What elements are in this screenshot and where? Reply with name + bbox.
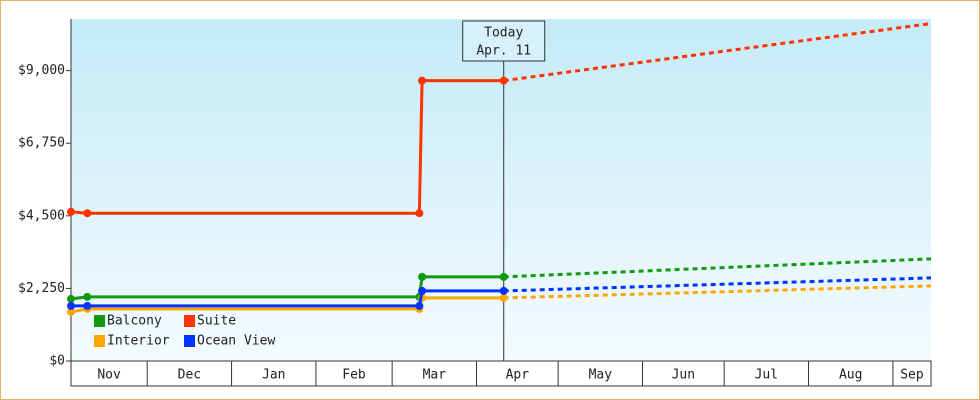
point bbox=[67, 301, 75, 310]
y-tick-label: $0 bbox=[49, 354, 65, 369]
x-tick-label: Jul bbox=[755, 368, 778, 383]
y-tick-label: $4,500 bbox=[18, 208, 65, 223]
x-tick-label: Apr bbox=[506, 368, 530, 383]
x-tick-label: Feb bbox=[342, 368, 366, 383]
point bbox=[83, 292, 92, 301]
x-tick-label: Sep bbox=[900, 368, 924, 383]
legend-label: Ocean View bbox=[197, 334, 275, 349]
legend-swatch bbox=[184, 335, 195, 347]
point bbox=[83, 209, 92, 218]
x-tick-label: Mar bbox=[423, 368, 447, 383]
point bbox=[67, 207, 75, 216]
legend-label: Balcony bbox=[107, 314, 162, 329]
legend-swatch bbox=[94, 335, 105, 347]
x-axis-band bbox=[70, 360, 932, 387]
point bbox=[415, 301, 424, 310]
today-label: Apr. 11 bbox=[476, 44, 531, 59]
point bbox=[499, 76, 508, 85]
point bbox=[499, 286, 508, 295]
x-tick-label: Dec bbox=[178, 368, 201, 383]
x-tick-label: Nov bbox=[97, 368, 121, 383]
point bbox=[499, 293, 508, 302]
point bbox=[499, 272, 508, 281]
point bbox=[418, 286, 427, 295]
point bbox=[67, 294, 75, 303]
legend-swatch bbox=[184, 315, 195, 327]
legend-swatch bbox=[94, 315, 105, 327]
x-tick-label: Jan bbox=[262, 368, 285, 383]
point bbox=[83, 301, 92, 310]
x-tick-label: May bbox=[589, 368, 613, 383]
point bbox=[418, 76, 427, 85]
x-tick-label: Jun bbox=[672, 368, 695, 383]
plot-area bbox=[71, 19, 931, 361]
y-tick-label: $6,750 bbox=[18, 136, 65, 151]
legend-label: Suite bbox=[197, 314, 236, 329]
y-tick-label: $2,250 bbox=[18, 281, 65, 296]
y-tick-label: $9,000 bbox=[18, 63, 65, 78]
x-tick-label: Aug bbox=[839, 368, 862, 383]
legend-label: Interior bbox=[107, 334, 170, 349]
today-label: Today bbox=[484, 26, 523, 41]
point bbox=[415, 209, 424, 218]
point bbox=[67, 307, 75, 316]
point bbox=[418, 272, 427, 281]
today-box bbox=[462, 20, 546, 62]
